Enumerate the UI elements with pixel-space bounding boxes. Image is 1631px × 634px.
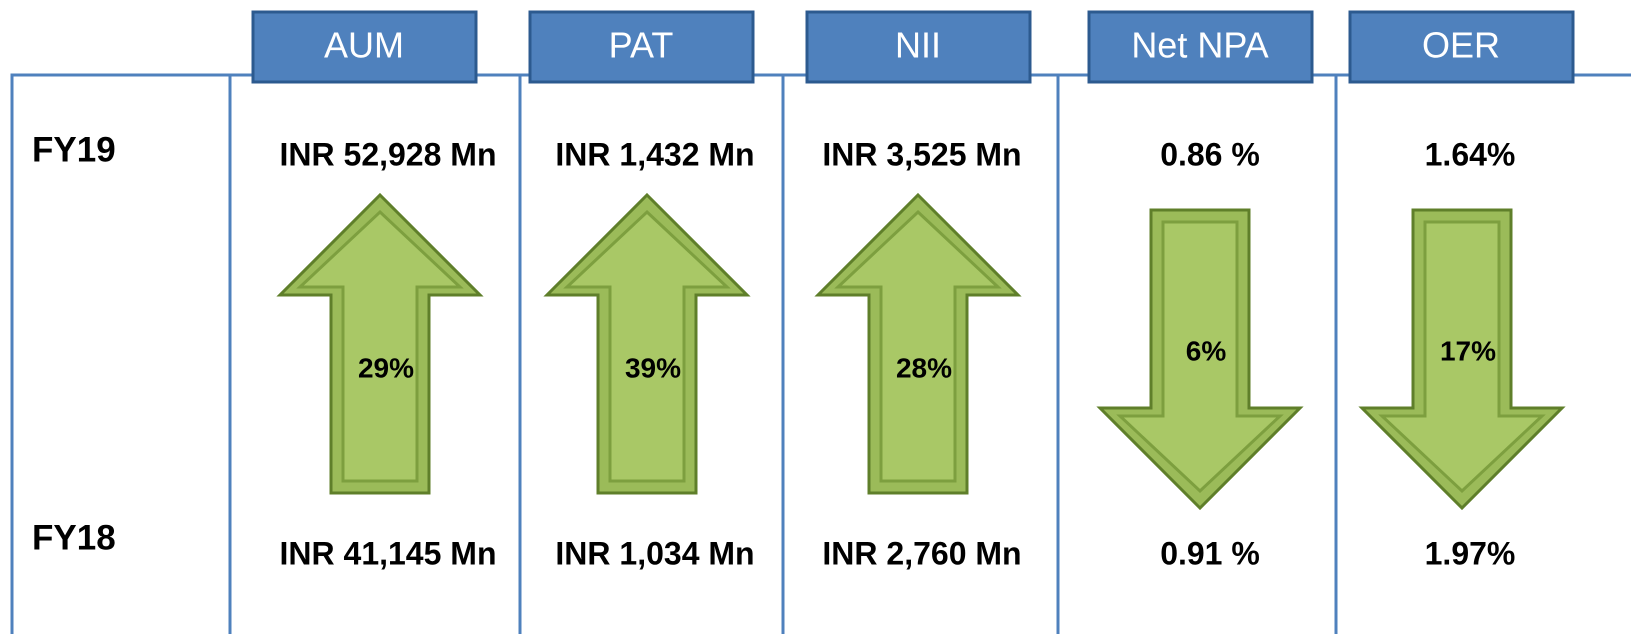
header-box — [1087, 10, 1314, 84]
header-box — [528, 10, 755, 84]
fy19-value: INR 3,525 Mn — [822, 136, 1021, 172]
change-label: 6% — [1186, 335, 1227, 366]
fy19-value: INR 1,432 Mn — [555, 136, 754, 172]
header-box — [805, 10, 1032, 84]
fy18-value: 0.91 % — [1160, 535, 1260, 571]
header-label: Net NPA — [1131, 25, 1268, 66]
arrow-bevel — [1116, 220, 1284, 494]
row-label: FY19 — [32, 130, 116, 169]
change-label: 39% — [625, 352, 681, 383]
fy18-value: INR 1,034 Mn — [555, 535, 754, 571]
row-label: FY18 — [32, 518, 116, 557]
fy18-value: INR 41,145 Mn — [280, 535, 497, 571]
change-label: 29% — [358, 352, 414, 383]
change-label: 17% — [1440, 335, 1496, 366]
arrow-bevel — [296, 209, 464, 483]
fy19-value: INR 52,928 Mn — [280, 136, 497, 172]
header-label: OER — [1422, 25, 1500, 66]
arrow-bevel — [1378, 220, 1546, 494]
header-box — [1348, 10, 1575, 84]
header-label: AUM — [324, 25, 404, 66]
arrow-bevel — [834, 209, 1002, 483]
header-box — [251, 10, 478, 84]
fy18-value: 1.97% — [1425, 535, 1516, 571]
arrow-bevel — [563, 209, 731, 483]
header-label: NII — [895, 25, 941, 66]
fy19-value: 0.86 % — [1160, 136, 1260, 172]
header-label: PAT — [609, 25, 674, 66]
fy18-value: INR 2,760 Mn — [822, 535, 1021, 571]
change-label: 28% — [896, 352, 952, 383]
fy19-value: 1.64% — [1425, 136, 1516, 172]
